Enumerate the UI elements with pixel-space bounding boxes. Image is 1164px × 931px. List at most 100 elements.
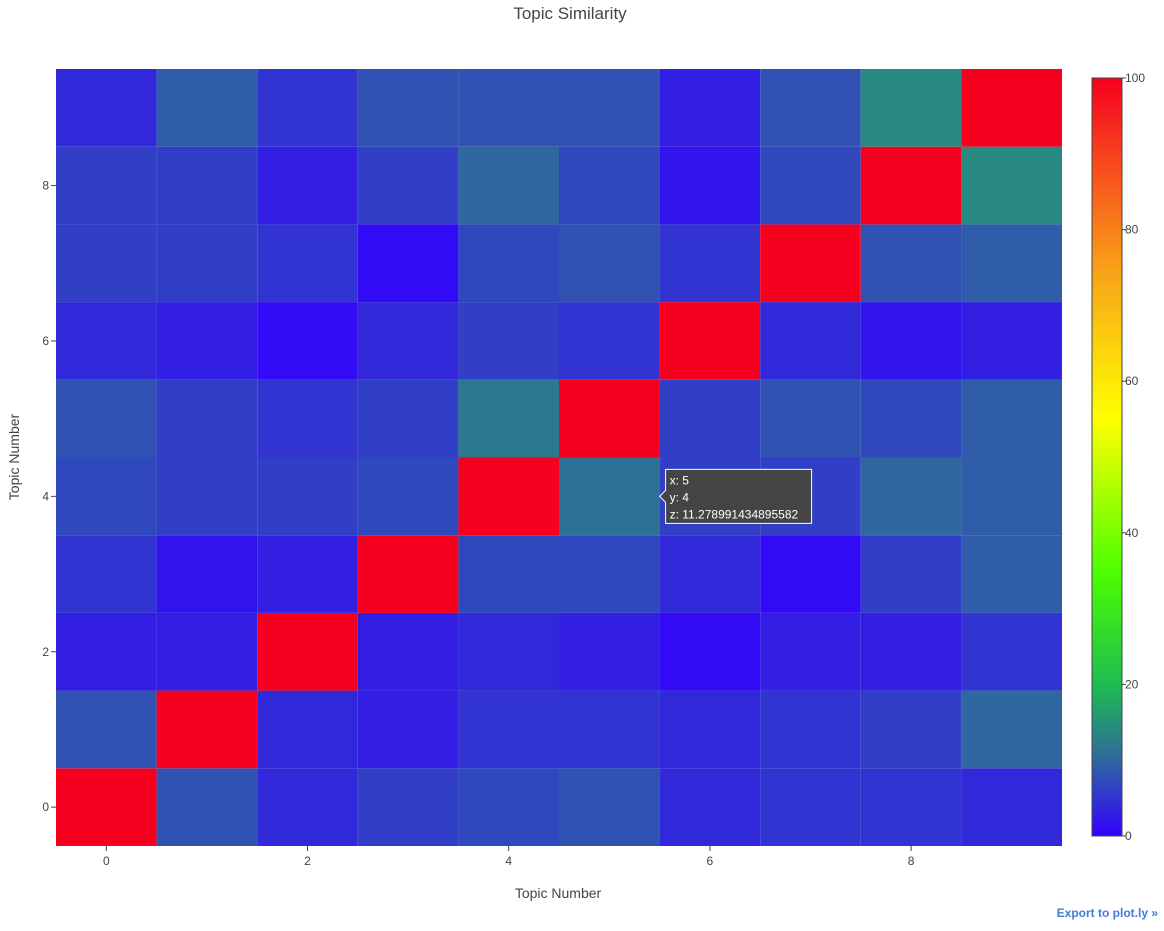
heatmap-cell-1-2[interactable] xyxy=(156,612,258,691)
heatmap-cell-2-9[interactable] xyxy=(257,69,358,147)
heatmap-cell-5-3[interactable] xyxy=(559,535,660,613)
heatmap-cell-1-1[interactable] xyxy=(156,690,258,769)
heatmap-cell-1-9[interactable] xyxy=(156,69,258,147)
heatmap-cell-8-3[interactable] xyxy=(860,535,962,613)
heatmap-cell-1-5[interactable] xyxy=(156,379,258,458)
heatmap-cell-9-2[interactable] xyxy=(961,612,1062,691)
heatmap-cell-7-9[interactable] xyxy=(760,69,861,147)
heatmap-cell-9-9[interactable] xyxy=(961,69,1062,147)
heatmap-cell-2-8[interactable] xyxy=(257,146,358,225)
heatmap-cell-8-4[interactable] xyxy=(860,457,962,536)
heatmap-cell-7-0[interactable] xyxy=(760,768,861,846)
heatmap-cell-9-4[interactable] xyxy=(961,457,1062,536)
heatmap-cell-9-0[interactable] xyxy=(961,768,1062,846)
heatmap-cell-0-2[interactable] xyxy=(56,612,157,691)
heatmap-cell-8-2[interactable] xyxy=(860,612,962,691)
heatmap-cell-3-2[interactable] xyxy=(357,612,459,691)
heatmap-cell-3-1[interactable] xyxy=(357,690,459,769)
heatmap-cell-1-0[interactable] xyxy=(156,768,258,846)
heatmap-cell-7-2[interactable] xyxy=(760,612,861,691)
heatmap-cell-8-0[interactable] xyxy=(860,768,962,846)
heatmap-cell-6-5[interactable] xyxy=(659,379,761,458)
heatmap-cell-2-1[interactable] xyxy=(257,690,358,769)
heatmap-cell-5-1[interactable] xyxy=(559,690,660,769)
heatmap-cell-0-3[interactable] xyxy=(56,535,157,613)
heatmap-cell-4-6[interactable] xyxy=(458,302,559,380)
heatmap-cell-4-1[interactable] xyxy=(458,690,559,769)
heatmap-cell-2-5[interactable] xyxy=(257,379,358,458)
heatmap-cell-6-6[interactable] xyxy=(659,302,761,380)
heatmap-cell-0-9[interactable] xyxy=(56,69,157,147)
heatmap-cell-3-8[interactable] xyxy=(357,146,459,225)
heatmap-cell-0-0[interactable] xyxy=(56,768,157,846)
heatmap-cell-8-5[interactable] xyxy=(860,379,962,458)
heatmap-cell-5-6[interactable] xyxy=(559,302,660,380)
heatmap-cell-7-8[interactable] xyxy=(760,146,861,225)
heatmap-cell-0-4[interactable] xyxy=(56,457,157,536)
heatmap-cell-8-7[interactable] xyxy=(860,224,962,303)
heatmap-cell-5-2[interactable] xyxy=(559,612,660,691)
heatmap-cell-9-8[interactable] xyxy=(961,146,1062,225)
heatmap-cell-3-4[interactable] xyxy=(357,457,459,536)
heatmap-cell-5-7[interactable] xyxy=(559,224,660,303)
heatmap-cell-0-5[interactable] xyxy=(56,379,157,458)
heatmap-cell-0-7[interactable] xyxy=(56,224,157,303)
heatmap-cell-4-0[interactable] xyxy=(458,768,559,846)
heatmap-cell-2-2[interactable] xyxy=(257,612,358,691)
heatmap-cell-5-4[interactable] xyxy=(559,457,660,536)
heatmap-cell-6-0[interactable] xyxy=(659,768,761,846)
heatmap-cell-4-2[interactable] xyxy=(458,612,559,691)
heatmap-cell-8-9[interactable] xyxy=(860,69,962,147)
heatmap-cell-6-8[interactable] xyxy=(659,146,761,225)
heatmap-cell-3-5[interactable] xyxy=(357,379,459,458)
heatmap-cell-3-7[interactable] xyxy=(357,224,459,303)
heatmap-cell-9-7[interactable] xyxy=(961,224,1062,303)
heatmap-cell-2-0[interactable] xyxy=(257,768,358,846)
heatmap-cell-5-9[interactable] xyxy=(559,69,660,147)
heatmap-cell-3-9[interactable] xyxy=(357,69,459,147)
heatmap-cell-1-7[interactable] xyxy=(156,224,258,303)
heatmap-cell-9-6[interactable] xyxy=(961,302,1062,380)
heatmap-cell-7-1[interactable] xyxy=(760,690,861,769)
heatmap-cell-7-7[interactable] xyxy=(760,224,861,303)
heatmap-cell-7-5[interactable] xyxy=(760,379,861,458)
heatmap-cell-4-7[interactable] xyxy=(458,224,559,303)
heatmap-cell-2-7[interactable] xyxy=(257,224,358,303)
heatmap-cell-6-2[interactable] xyxy=(659,612,761,691)
heatmap-cell-7-6[interactable] xyxy=(760,302,861,380)
heatmap-cell-4-8[interactable] xyxy=(458,146,559,225)
heatmap-cell-5-5[interactable] xyxy=(559,379,660,458)
heatmap-cell-2-3[interactable] xyxy=(257,535,358,613)
heatmap-cell-0-1[interactable] xyxy=(56,690,157,769)
heatmap-cell-9-5[interactable] xyxy=(961,379,1062,458)
heatmap-cell-3-6[interactable] xyxy=(357,302,459,380)
heatmap-cell-1-4[interactable] xyxy=(156,457,258,536)
heatmap-cell-8-6[interactable] xyxy=(860,302,962,380)
heatmap-cell-6-7[interactable] xyxy=(659,224,761,303)
export-to-plotly-link[interactable]: Export to plot.ly » xyxy=(1056,906,1158,920)
heatmap-cell-2-6[interactable] xyxy=(257,302,358,380)
heatmap-cell-3-0[interactable] xyxy=(357,768,459,846)
heatmap-cell-3-3[interactable] xyxy=(357,535,459,613)
heatmap-cell-9-1[interactable] xyxy=(961,690,1062,769)
heatmap-cell-0-6[interactable] xyxy=(56,302,157,380)
heatmap-cell-6-3[interactable] xyxy=(659,535,761,613)
heatmap-cell-4-3[interactable] xyxy=(458,535,559,613)
heatmap-cell-6-9[interactable] xyxy=(659,69,761,147)
heatmap-cell-1-3[interactable] xyxy=(156,535,258,613)
heatmap-cell-5-0[interactable] xyxy=(559,768,660,846)
heatmap-cell-8-8[interactable] xyxy=(860,146,962,225)
heatmap-cell-0-8[interactable] xyxy=(56,146,157,225)
heatmap-cell-6-1[interactable] xyxy=(659,690,761,769)
heatmap-cell-4-4[interactable] xyxy=(458,457,559,536)
heatmap-cell-5-8[interactable] xyxy=(559,146,660,225)
heatmap-cell-4-5[interactable] xyxy=(458,379,559,458)
heatmap-cell-2-4[interactable] xyxy=(257,457,358,536)
heatmap-cell-4-9[interactable] xyxy=(458,69,559,147)
heatmap-cell-1-8[interactable] xyxy=(156,146,258,225)
heatmap-cell-7-3[interactable] xyxy=(760,535,861,613)
heatmap-cell-9-3[interactable] xyxy=(961,535,1062,613)
heatmap-cells[interactable] xyxy=(56,69,1062,846)
heatmap-cell-8-1[interactable] xyxy=(860,690,962,769)
